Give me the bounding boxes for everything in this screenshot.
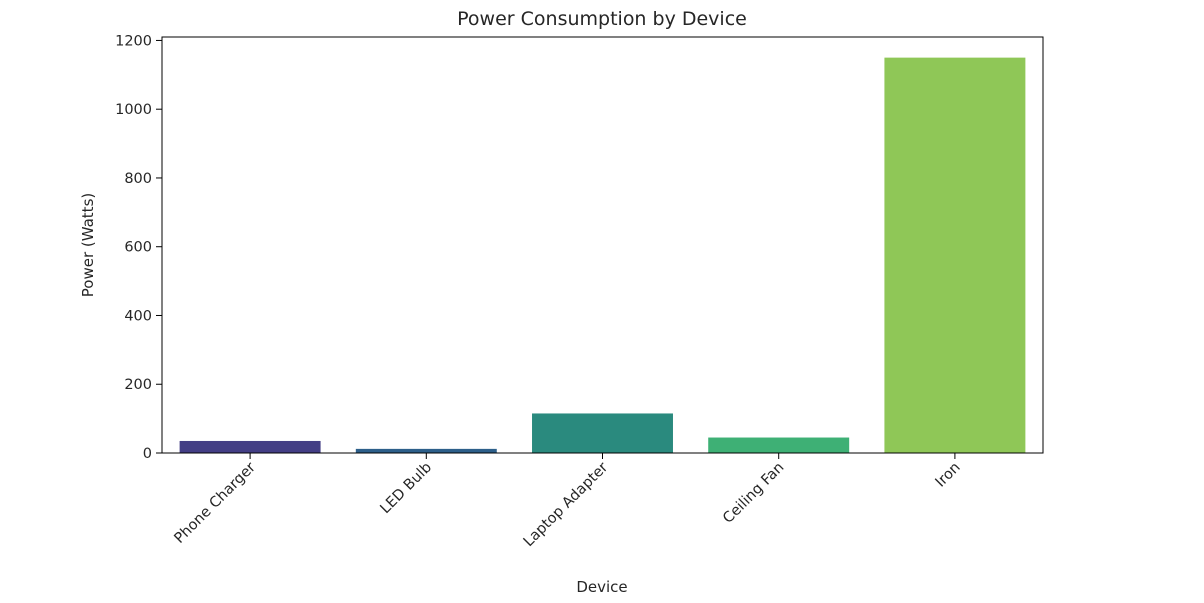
x-axis-label: Device bbox=[576, 578, 627, 596]
y-tick-label: 0 bbox=[143, 446, 152, 462]
bars-layer bbox=[179, 57, 1026, 453]
bar-phone-charger bbox=[179, 440, 321, 453]
y-tick-label: 800 bbox=[124, 171, 152, 187]
y-tick-label: 1200 bbox=[115, 33, 152, 49]
chart-title: Power Consumption by Device bbox=[457, 8, 747, 30]
x-tick-label-led-bulb: LED Bulb bbox=[378, 460, 436, 518]
y-axis-label: Power (Watts) bbox=[79, 193, 97, 297]
bar-iron bbox=[884, 57, 1026, 453]
x-tick-label-laptop-adapter: Laptop Adapter bbox=[521, 459, 612, 550]
x-tick-label-ceiling-fan: Ceiling Fan bbox=[720, 460, 787, 527]
bar-ceiling-fan bbox=[708, 437, 850, 453]
x-tick-label-phone-charger: Phone Charger bbox=[172, 459, 259, 546]
y-tick-label: 600 bbox=[124, 240, 152, 256]
x-axis-ticks: Phone Charger LED Bulb Laptop Adapter Ceili… bbox=[172, 453, 964, 550]
y-tick-label: 400 bbox=[124, 308, 152, 324]
y-axis-ticks: 0 200 400 600 800 1000 1200 bbox=[115, 33, 162, 462]
y-tick-label: 200 bbox=[124, 377, 152, 393]
x-tick-label-iron: Iron bbox=[933, 460, 964, 491]
bar-laptop-adapter bbox=[532, 413, 673, 453]
bar-led-bulb bbox=[355, 448, 497, 453]
plot-frame bbox=[161, 36, 1044, 454]
y-tick-label: 1000 bbox=[115, 102, 152, 118]
